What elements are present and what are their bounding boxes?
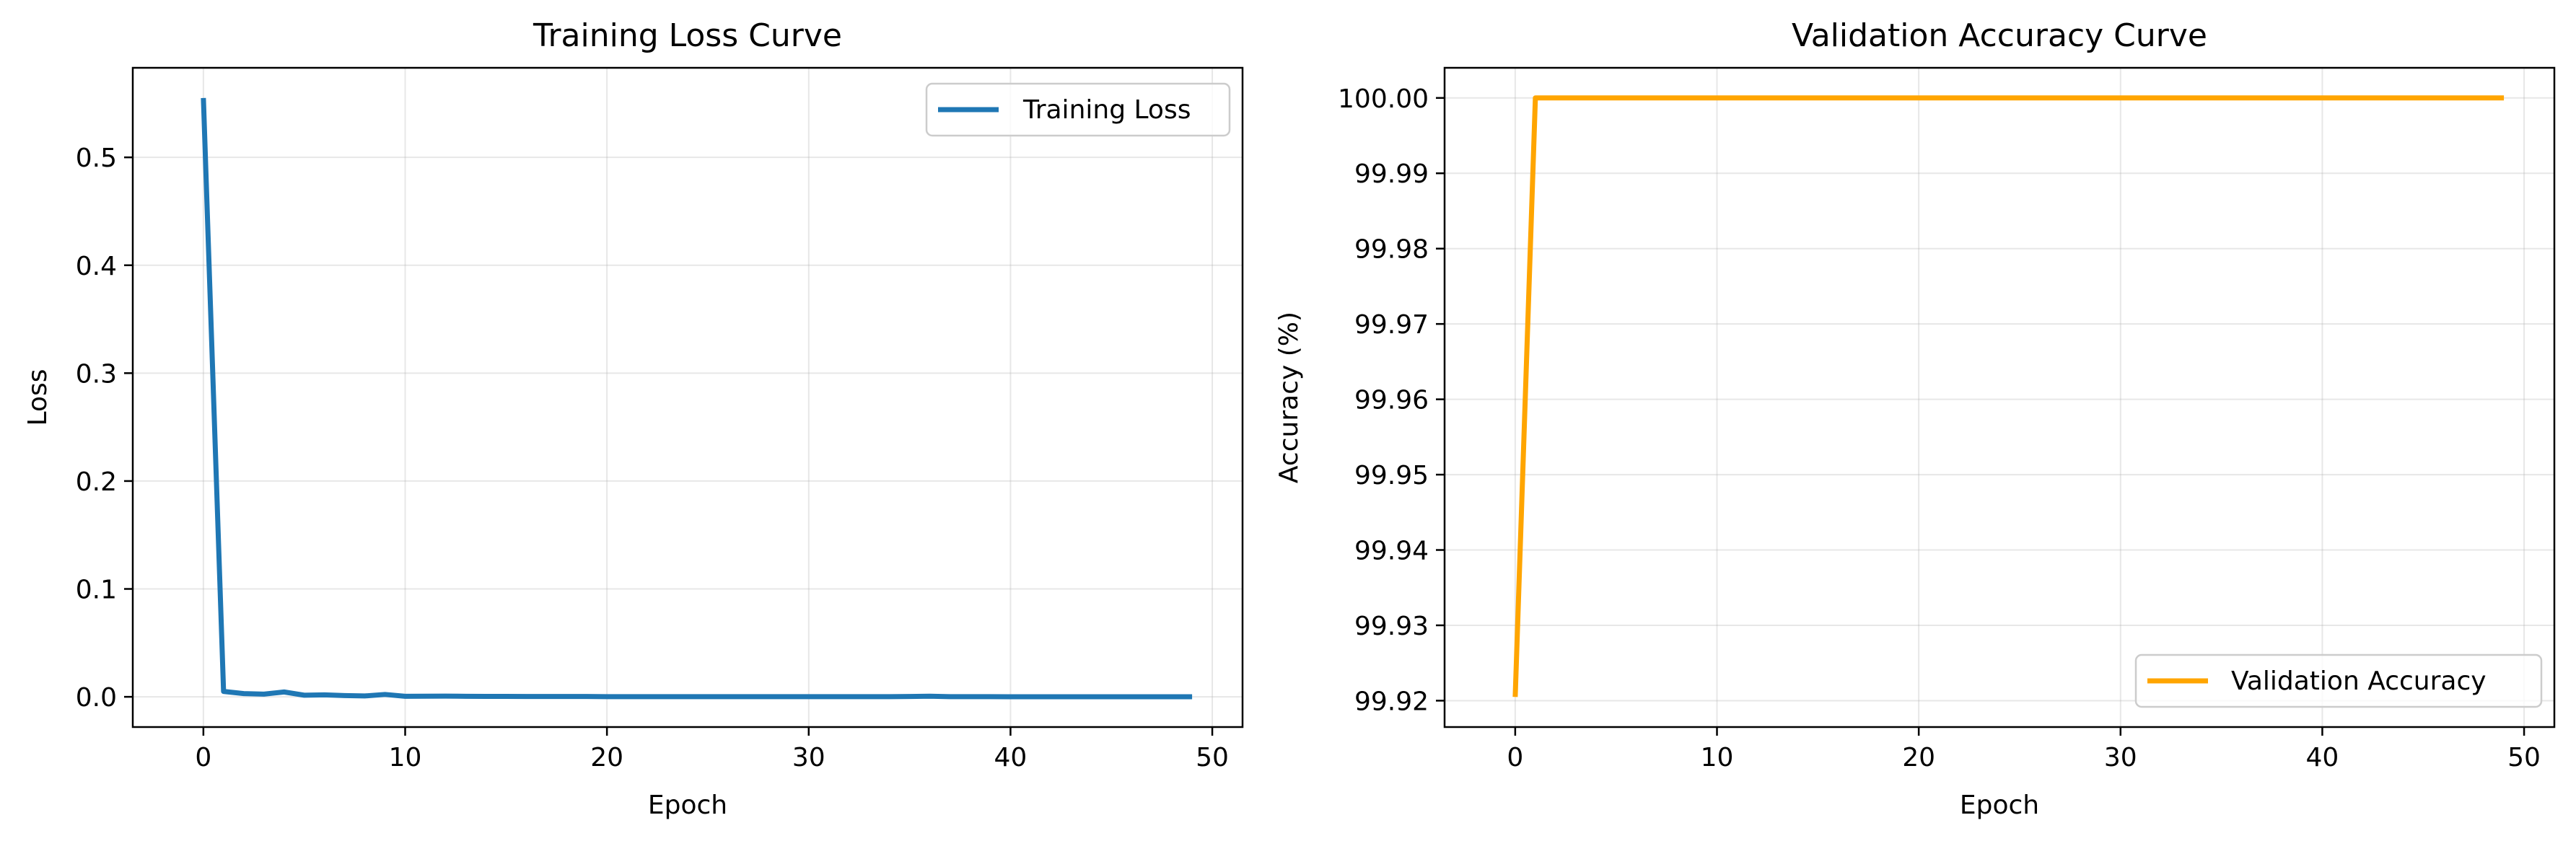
loss-x-tick-label: 50 <box>1196 743 1229 772</box>
loss-y-tick-label: 0.4 <box>76 252 117 281</box>
accuracy-y-tick-label: 100.00 <box>1338 84 1429 114</box>
accuracy-x-tick-label: 50 <box>2507 743 2541 772</box>
accuracy-x-tick-label: 20 <box>1902 743 1935 772</box>
loss-legend: Training Loss <box>925 82 1231 137</box>
loss-x-tick-label: 40 <box>994 743 1028 772</box>
loss-line <box>201 97 1193 700</box>
loss-legend-box <box>925 82 1231 137</box>
loss-y-ticks: 0.0 0.1 0.2 0.3 0.4 0.5 <box>76 144 133 713</box>
loss-plot-frame <box>131 66 1244 728</box>
accuracy-y-tick-label: 99.95 <box>1354 461 1429 490</box>
accuracy-y-tick-label: 99.96 <box>1354 386 1429 415</box>
loss-x-tick-label: 20 <box>590 743 623 772</box>
loss-x-axis-label: Epoch <box>648 791 727 820</box>
loss-legend-label: Training Loss <box>1022 95 1191 125</box>
accuracy-x-tick-label: 30 <box>2104 743 2137 772</box>
loss-chart-title: Training Loss Curve <box>533 17 842 54</box>
accuracy-x-tick-label: 40 <box>2306 743 2339 772</box>
loss-y-tick-label: 0.5 <box>76 144 117 173</box>
loss-x-tick-label: 10 <box>389 743 422 772</box>
loss-x-ticks: 0 10 20 30 40 50 <box>195 727 1229 772</box>
accuracy-x-tick-label: 0 <box>1507 743 1523 772</box>
loss-y-axis-label: Loss <box>23 369 53 426</box>
validation-accuracy-panel: 0 10 20 30 40 50 99.9299.9399.9499.9599.9699.… <box>1274 17 2556 820</box>
loss-plot-background <box>133 68 1243 727</box>
accuracy-legend: Validation Accuracy <box>2134 653 2543 708</box>
accuracy-y-tick-label: 99.93 <box>1354 612 1429 641</box>
accuracy-chart-title: Validation Accuracy Curve <box>1792 17 2207 54</box>
loss-y-tick-label: 0.2 <box>76 467 117 497</box>
accuracy-y-tick-label: 99.98 <box>1354 235 1429 265</box>
accuracy-y-tick-label: 99.92 <box>1354 687 1429 716</box>
accuracy-y-ticks: 99.92 99.93 99.94 99.95 99.96 99.97 99.98 99.99… <box>1338 84 1445 716</box>
training-loss-panel: 0 10 20 30 40 50 0.0 0.1 0.2 0.3 0.4 0.5 Training … <box>23 17 1244 820</box>
loss-y-tick-label: 0.0 <box>76 683 117 713</box>
accuracy-x-axis-label: Epoch <box>1960 791 2039 820</box>
accuracy-x-tick-label: 10 <box>1701 743 1734 772</box>
accuracy-y-tick-label: 99.97 <box>1354 310 1429 340</box>
accuracy-y-tick-label: 99.94 <box>1354 537 1429 566</box>
loss-y-tick-label: 0.1 <box>76 576 117 605</box>
accuracy-y-tick-label: 99.99 <box>1354 159 1429 189</box>
accuracy-plot-background <box>1445 68 2554 727</box>
loss-x-tick-label: 30 <box>792 743 825 772</box>
accuracy-plot-frame <box>1443 66 2556 728</box>
accuracy-legend-label: Validation Accuracy <box>2231 666 2487 696</box>
loss-y-tick-label: 0.3 <box>76 359 117 389</box>
loss-x-tick-label: 0 <box>195 743 211 772</box>
accuracy-x-ticks: 0 10 20 30 40 50 <box>1507 727 2541 772</box>
accuracy-legend-box <box>2134 653 2543 708</box>
accuracy-y-axis-label: Accuracy (%) <box>1274 312 1304 483</box>
accuracy-line <box>1512 95 2505 697</box>
